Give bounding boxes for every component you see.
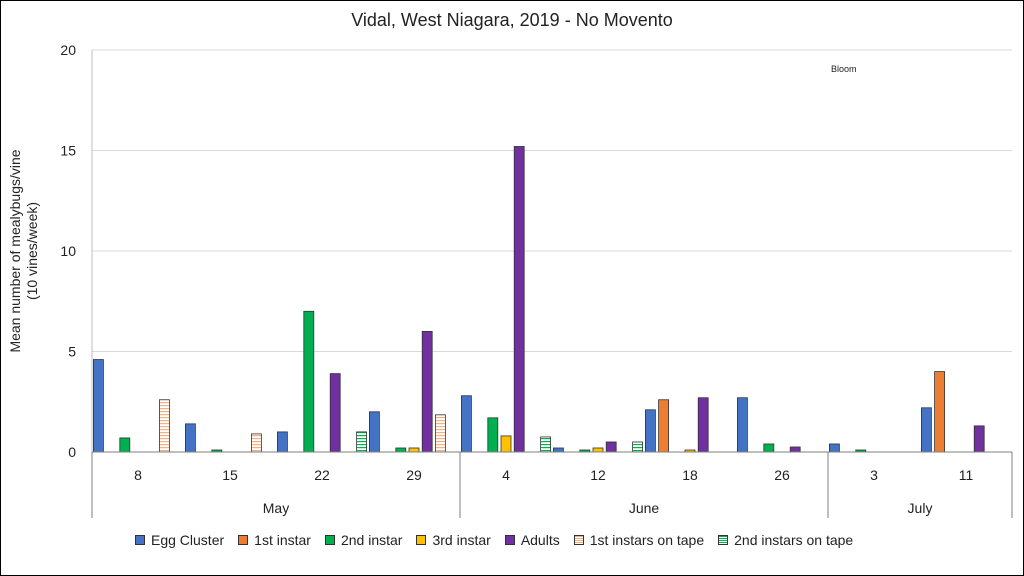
- bar: [540, 436, 551, 453]
- y-tick-label: 15: [60, 143, 76, 159]
- y-tick-label: 10: [60, 243, 76, 259]
- month-label: May: [263, 500, 289, 516]
- bar: [276, 431, 288, 453]
- chart-legend: Egg Cluster 1st instar 2nd instar 3rd insta…: [135, 530, 867, 550]
- bar: [119, 437, 131, 453]
- bar: [737, 397, 748, 453]
- legend-label: 3rd instar: [432, 532, 491, 548]
- legend-item: 2nd instars on tape: [718, 532, 853, 548]
- bar: [93, 359, 104, 453]
- y-tick-label: 5: [68, 344, 76, 360]
- bar: [973, 425, 985, 453]
- bar: [934, 371, 945, 453]
- bar: [513, 146, 525, 453]
- bar: [658, 399, 669, 453]
- bloom-annotation: Bloom: [831, 64, 857, 74]
- legend-label: 1st instars on tape: [589, 532, 705, 548]
- y-tick-label: 20: [60, 42, 76, 58]
- bar: [592, 447, 604, 453]
- bar: [356, 431, 368, 453]
- bar: [408, 447, 420, 453]
- x-tick-label: 11: [959, 467, 974, 483]
- x-tick-label: 22: [314, 467, 330, 483]
- bar: [250, 433, 262, 453]
- legend-label: Egg Cluster: [151, 532, 225, 548]
- bar: [460, 395, 472, 453]
- bar: [553, 447, 564, 453]
- y-tick-label: 0: [68, 444, 76, 460]
- legend-item: 2nd instar: [324, 532, 403, 548]
- bar: [303, 310, 315, 453]
- x-tick-label: 12: [590, 467, 606, 483]
- x-tick-label: 26: [774, 467, 790, 483]
- legend-label: 2nd instars on tape: [734, 532, 854, 548]
- x-tick-label: 15: [222, 467, 238, 483]
- bar: [645, 409, 656, 453]
- bar: [487, 417, 499, 453]
- legend-swatch: [416, 535, 427, 545]
- legend-swatch: [573, 535, 584, 545]
- legend-item: Egg Cluster: [135, 532, 224, 548]
- bar: [434, 414, 446, 453]
- x-tick-label: 8: [134, 467, 142, 483]
- legend-item: 1st instars on tape: [573, 532, 705, 548]
- bar: [500, 435, 512, 453]
- bar: [632, 441, 643, 453]
- month-label: June: [629, 500, 660, 516]
- bar: [329, 373, 341, 453]
- legend-swatch: [238, 535, 249, 545]
- x-tick-label: 29: [406, 467, 422, 483]
- month-label: July: [908, 500, 933, 516]
- bar: [421, 330, 433, 453]
- bar: [829, 443, 840, 453]
- legend-label: 1st instar: [254, 532, 311, 548]
- axis-layer: 8 15 22 29 4 12 18 26 3 11 May June July: [91, 50, 1013, 518]
- x-tick-label: 3: [870, 467, 878, 483]
- bars-layer: [93, 146, 985, 453]
- chart-title: Vidal, West Niagara, 2019 - No Movento: [351, 10, 673, 30]
- legend-item: Adults: [504, 532, 560, 548]
- legend-label: 2nd instar: [340, 532, 403, 548]
- legend-item: 3rd instar: [416, 532, 491, 548]
- x-tick-label: 4: [502, 467, 510, 483]
- legend-swatch: [718, 535, 729, 545]
- legend-item: 1st instar: [238, 532, 311, 548]
- bar: [697, 397, 709, 453]
- bar: [605, 441, 617, 453]
- legend-swatch: [504, 535, 515, 545]
- legend-label: Adults: [520, 532, 560, 548]
- legend-swatch: [135, 535, 145, 545]
- bar: [789, 446, 801, 453]
- bar: [368, 411, 380, 453]
- bar: [921, 407, 932, 453]
- bar: [158, 399, 170, 453]
- legend-swatch: [324, 535, 335, 545]
- bar: [184, 423, 196, 453]
- bar: [395, 447, 407, 453]
- x-tick-label: 18: [682, 467, 698, 483]
- bar: [763, 443, 775, 453]
- grid-layer: 0 5 10 15 20: [60, 42, 1012, 460]
